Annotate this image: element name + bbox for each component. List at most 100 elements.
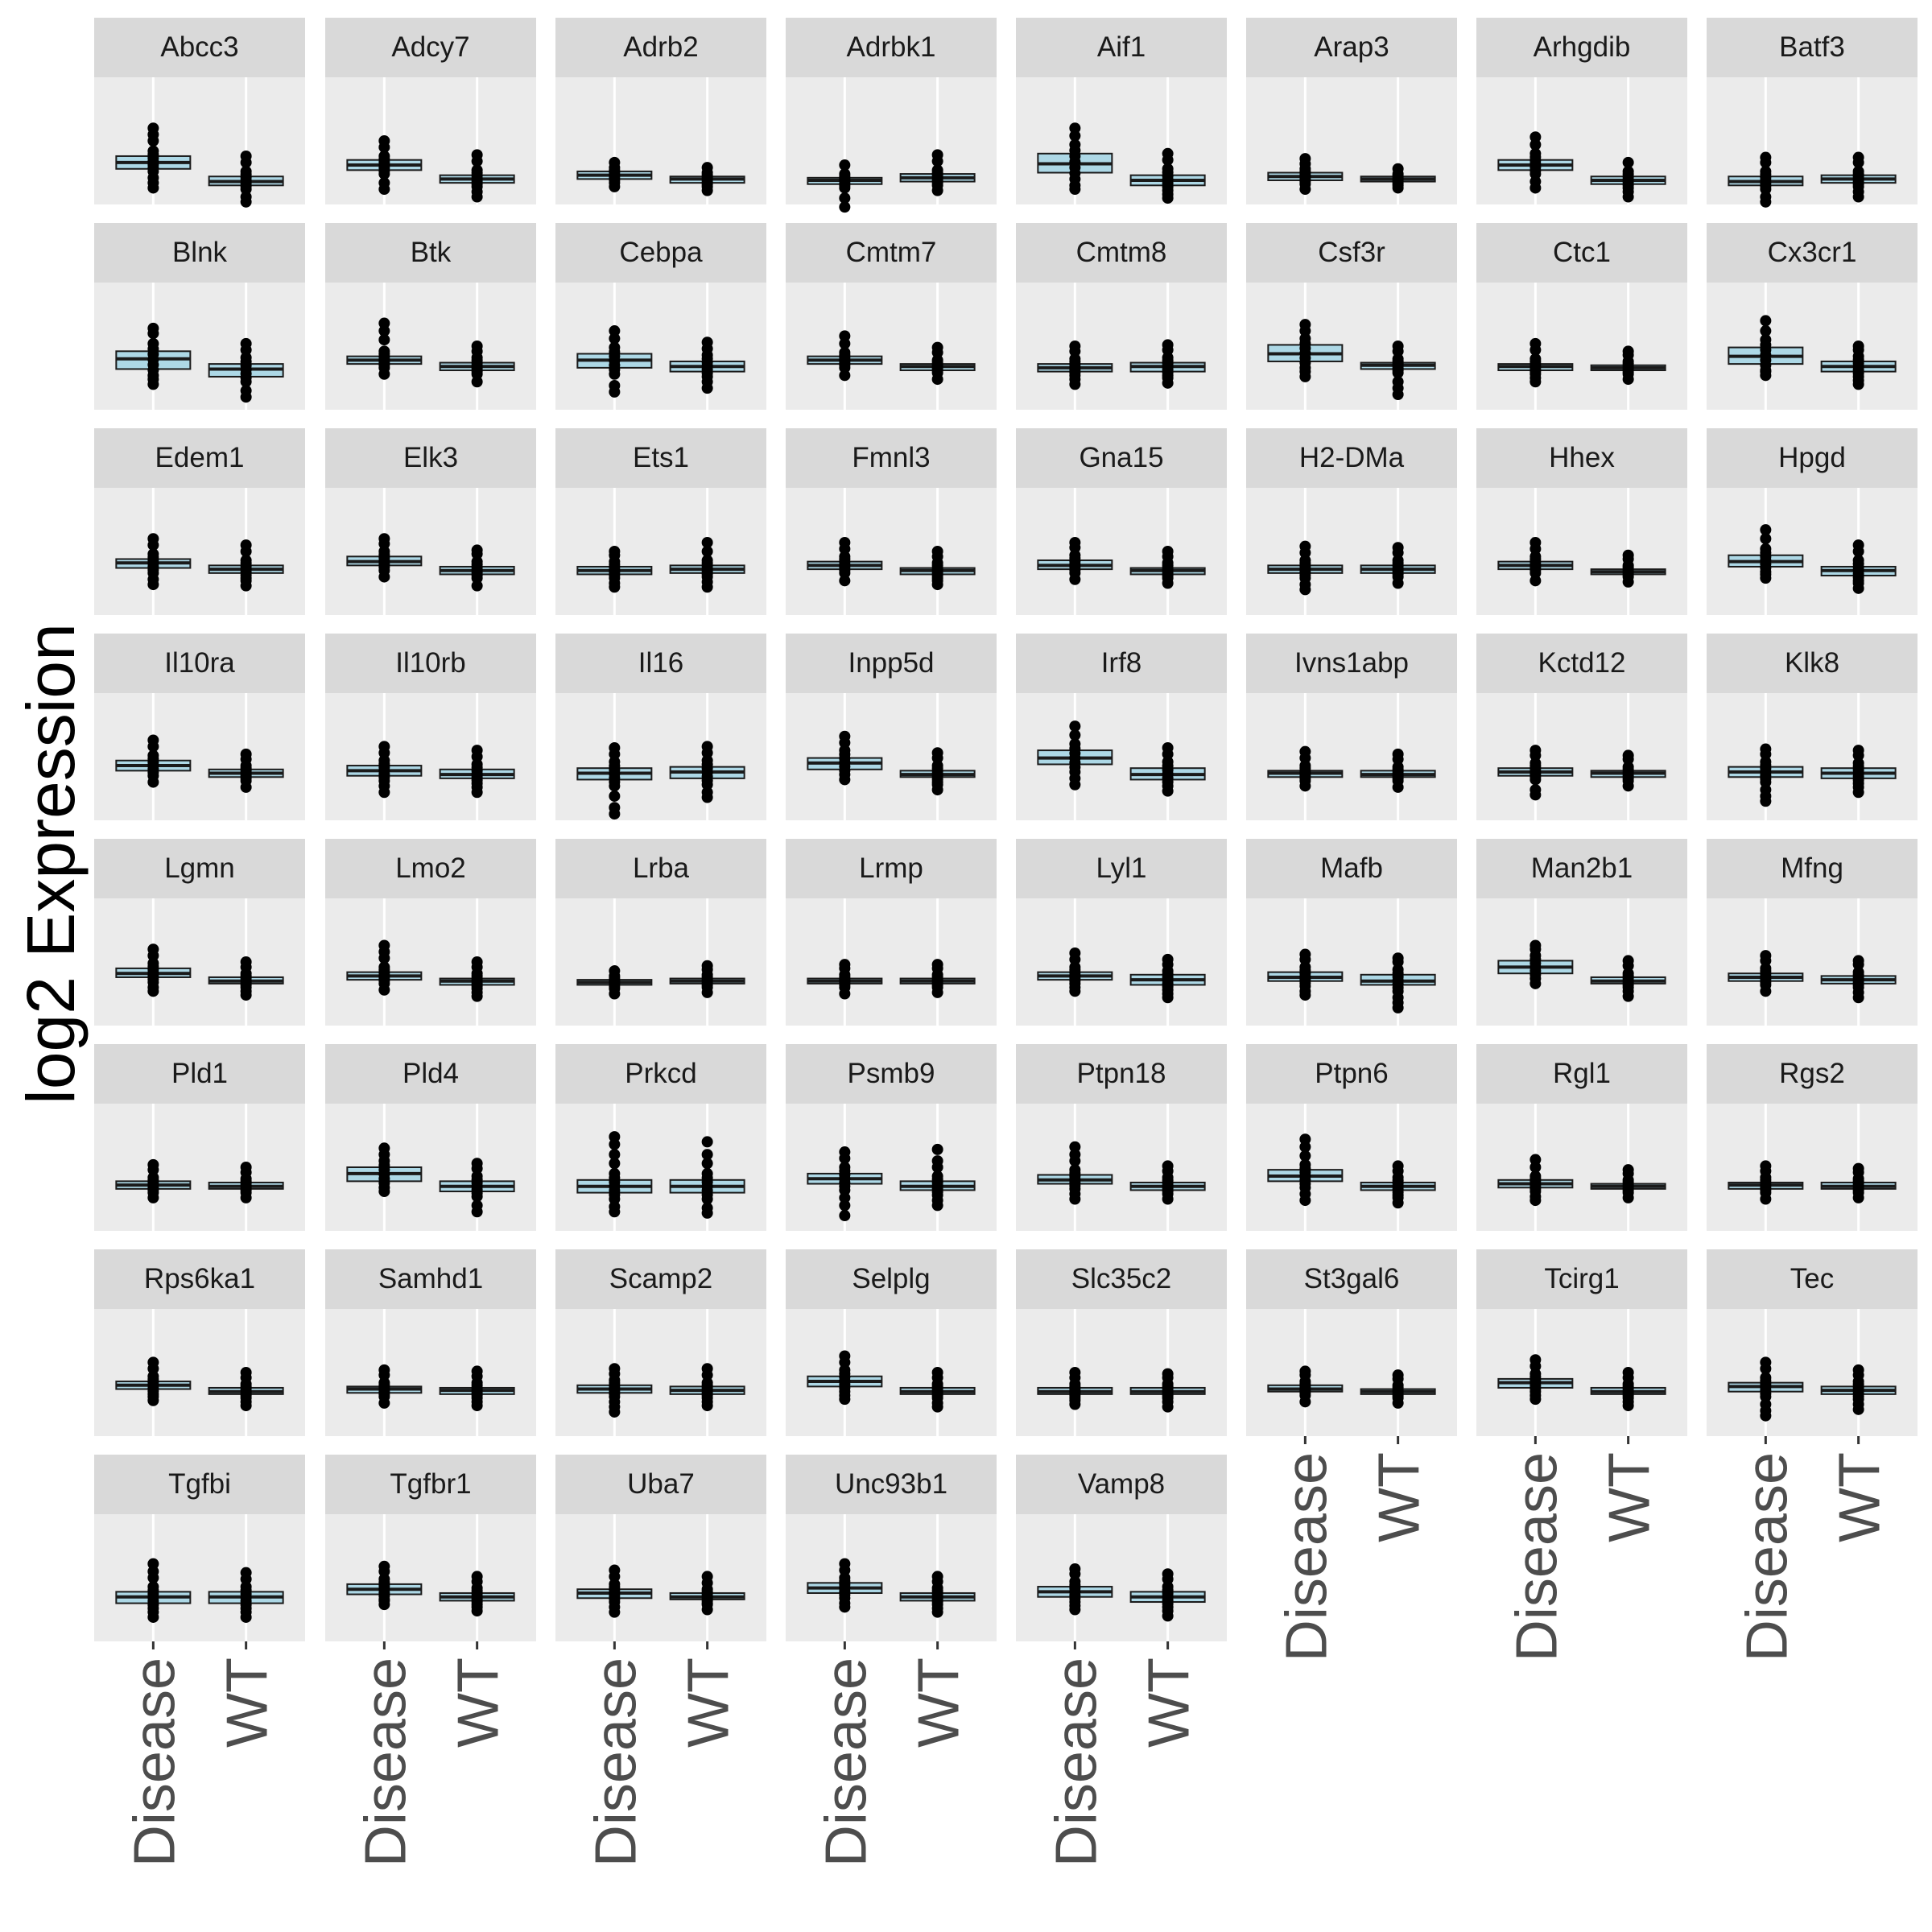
data-point	[1530, 977, 1542, 989]
panel-background	[1707, 898, 1918, 1026]
data-point	[240, 748, 252, 760]
facet-panel-ets1: Ets1	[555, 428, 766, 615]
facet-panels: Abcc3 Adcy7 Adrb2 Adrbk1 Aif1 Arap3 Arhgdib Bat…	[94, 18, 1918, 1641]
panel-background	[1707, 283, 1918, 410]
data-point	[701, 1158, 713, 1170]
box-wt	[1820, 341, 1897, 390]
box-wt	[208, 956, 284, 1001]
data-point	[609, 802, 621, 814]
data-point	[1162, 1160, 1174, 1172]
facet-strip	[1476, 1249, 1687, 1309]
box-disease	[1267, 1365, 1344, 1408]
data-point	[378, 780, 390, 792]
data-point	[1299, 985, 1311, 997]
panel-background	[1016, 488, 1227, 615]
data-point	[1530, 1191, 1542, 1203]
data-point	[609, 546, 621, 557]
panel-background	[1476, 1104, 1687, 1231]
data-point	[240, 1396, 252, 1408]
facet-strip-label: Klk8	[1785, 647, 1839, 679]
facet-strip	[1246, 839, 1457, 898]
facet-panel-tgfbi: Tgfbi	[94, 1455, 305, 1641]
box-wt	[208, 337, 284, 403]
data-point	[839, 536, 851, 548]
facet-strip-label: Batf3	[1779, 31, 1845, 63]
data-point	[378, 1364, 390, 1376]
box-wt	[1820, 151, 1897, 203]
panel-background	[94, 283, 305, 410]
data-point	[609, 1167, 621, 1179]
facet-strip	[555, 1249, 766, 1309]
panel-background	[325, 898, 536, 1026]
data-point	[1392, 781, 1404, 793]
facet-panel-mfng: Mfng	[1707, 839, 1918, 1026]
facet-panel-lrmp: Lrmp	[786, 839, 997, 1026]
facet-strip-label: Arhgdib	[1534, 31, 1631, 63]
panel-background	[555, 1104, 766, 1231]
facet-panel-irf8: Irf8	[1016, 634, 1227, 820]
facet-strip	[1246, 223, 1457, 283]
data-point	[378, 961, 390, 973]
facet-strip	[1016, 1455, 1227, 1514]
facet-strip-label: St3gal6	[1304, 1263, 1400, 1294]
data-point	[1069, 1394, 1081, 1406]
facet-strip	[786, 839, 997, 898]
facet-strip	[1476, 428, 1687, 488]
box-disease	[1497, 745, 1574, 801]
facet-strip-label: Tgfbr1	[390, 1468, 471, 1500]
facet-panel-csf3r: Csf3r	[1246, 223, 1457, 410]
data-point	[1069, 1563, 1081, 1575]
facet-panel-rgs2: Rgs2	[1707, 1044, 1918, 1231]
x-tick-label: WT	[1598, 1452, 1662, 1542]
facet-panel-cmtm8: Cmtm8	[1016, 223, 1227, 410]
data-point	[240, 956, 252, 968]
box-wt	[1360, 163, 1436, 194]
panel-background	[325, 488, 536, 615]
facet-panel-cx3cr1: Cx3cr1	[1707, 223, 1918, 410]
data-point	[147, 734, 159, 746]
data-point	[1760, 784, 1772, 796]
facet-strip-label: Cmtm7	[846, 237, 937, 268]
data-point	[147, 1356, 159, 1368]
facet-strip-label: Rps6ka1	[144, 1263, 255, 1294]
data-point	[1622, 1367, 1634, 1378]
data-point	[609, 988, 621, 1000]
data-point	[147, 1158, 159, 1170]
box-disease	[115, 533, 192, 591]
data-point	[378, 1186, 390, 1198]
data-point	[1852, 151, 1864, 163]
box-disease	[576, 156, 653, 192]
data-point	[839, 201, 851, 213]
facet-strip-label: Lrmp	[859, 852, 923, 884]
facet-panel-selplg: Selplg	[786, 1249, 997, 1436]
panel-background	[325, 693, 536, 820]
box-wt	[1590, 1164, 1666, 1203]
facet-strip	[325, 634, 536, 693]
data-point	[240, 191, 252, 203]
box-wt	[1590, 345, 1666, 386]
data-point	[1852, 745, 1864, 757]
data-point	[701, 1396, 713, 1408]
data-point	[1299, 1158, 1311, 1170]
data-point	[609, 790, 621, 802]
facet-panel-samhd1: Samhd1	[325, 1249, 536, 1436]
facet-panel-pld4: Pld4	[325, 1044, 536, 1231]
data-point	[1760, 1398, 1772, 1410]
data-point	[1299, 780, 1311, 792]
facet-strip-label: Abcc3	[160, 31, 238, 63]
data-point	[609, 1601, 621, 1613]
facet-strip-label: Irf8	[1101, 647, 1142, 679]
facet-panel-lmo2: Lmo2	[325, 839, 536, 1026]
facet-strip	[1016, 1044, 1227, 1104]
data-point	[1530, 536, 1542, 548]
box-wt	[1590, 955, 1666, 1002]
data-point	[931, 575, 943, 587]
data-point	[147, 122, 159, 134]
data-point	[609, 1396, 621, 1408]
box-wt	[669, 536, 745, 593]
facet-strip-label: Lyl1	[1096, 852, 1147, 884]
box-disease	[1728, 743, 1804, 807]
facet-strip	[1246, 1249, 1457, 1309]
box-wt	[439, 1571, 515, 1617]
x-axis-col-1: Disease WT	[122, 1641, 280, 1867]
